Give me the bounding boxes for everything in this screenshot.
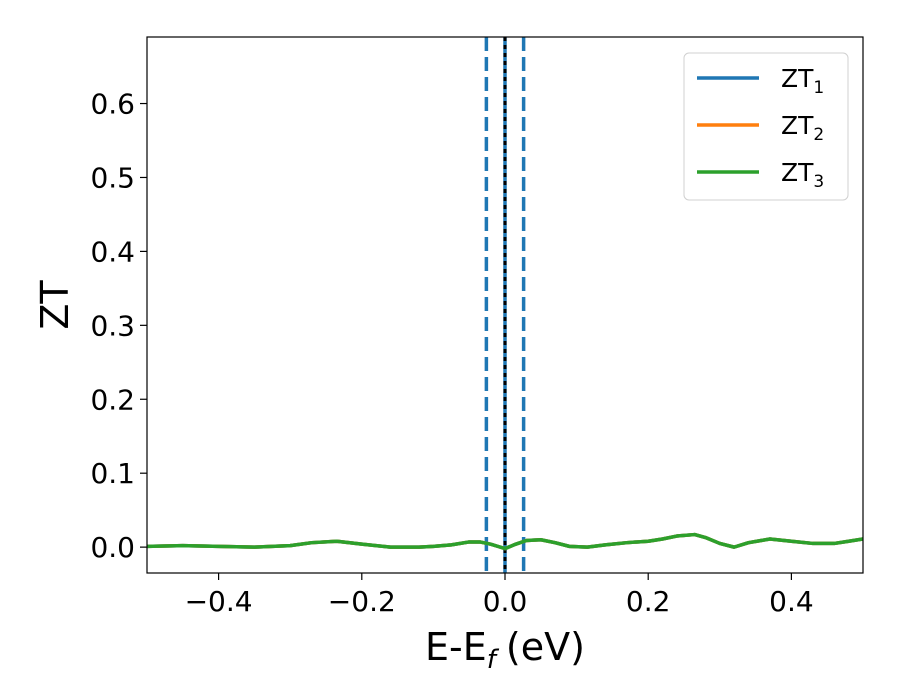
x-tick-label: 0.4 bbox=[769, 585, 814, 618]
x-tick-label: −0.2 bbox=[328, 585, 396, 618]
legend-label-3: ZT3 bbox=[781, 158, 824, 192]
x-tick-label: −0.4 bbox=[185, 585, 253, 618]
y-tick-label: 0.0 bbox=[90, 531, 135, 564]
reference-lines bbox=[484, 37, 526, 573]
x-tick-label: 0.0 bbox=[483, 585, 528, 618]
series-lines bbox=[147, 532, 863, 551]
y-axis: 0.0 0.1 0.2 0.3 0.4 0.5 0.6 bbox=[90, 88, 147, 564]
y-tick-label: 0.6 bbox=[90, 88, 135, 121]
y-tick-label: 0.2 bbox=[90, 383, 135, 416]
legend-label-2: ZT2 bbox=[781, 111, 824, 145]
y-tick-label: 0.1 bbox=[90, 457, 135, 490]
y-tick-label: 0.5 bbox=[90, 161, 135, 194]
y-axis-label: ZT bbox=[33, 280, 77, 330]
y-tick-label: 0.4 bbox=[90, 235, 135, 268]
legend-label-1: ZT1 bbox=[781, 64, 824, 98]
x-axis-label-unit: (eV) bbox=[506, 625, 585, 669]
y-tick-label: 0.3 bbox=[90, 309, 135, 342]
x-axis-label-main: E-E bbox=[425, 625, 487, 669]
x-tick-label: 0.2 bbox=[626, 585, 671, 618]
series-line-3 bbox=[147, 532, 863, 551]
legend: ZT1 ZT2 ZT3 bbox=[683, 52, 849, 201]
x-axis: −0.4 −0.2 0.0 0.2 0.4 bbox=[185, 573, 814, 618]
legend-box bbox=[683, 52, 849, 201]
x-axis-label: E-Ef (eV) bbox=[425, 625, 585, 675]
